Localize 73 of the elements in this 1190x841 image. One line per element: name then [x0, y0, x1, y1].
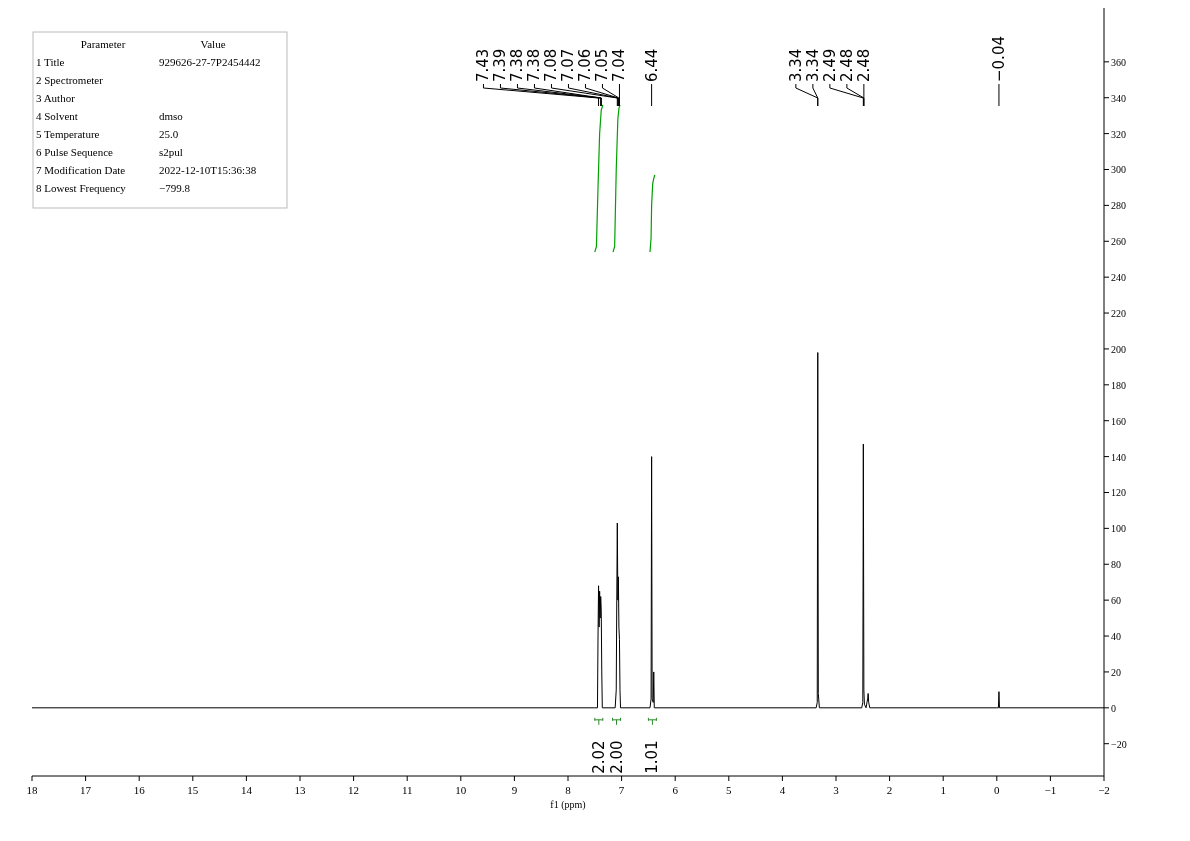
- annotation: 7.04: [610, 48, 629, 82]
- text: 4 Solvent dmso: [36, 110, 183, 122]
- text: 5 Temperature 25.0: [36, 128, 179, 140]
- y-tick-label: 100: [1111, 523, 1126, 535]
- annotation: 7.38: [508, 48, 527, 82]
- text: 1 Title 929626-27-7P2454442: [36, 56, 261, 68]
- y-tick-label: 60: [1111, 595, 1121, 607]
- x-tick-label: 16: [133, 784, 146, 796]
- annotation: 7.38: [525, 48, 544, 82]
- annotation: 1.01: [643, 740, 662, 774]
- x-tick-label: 3: [833, 784, 840, 796]
- annotation: 2.48: [837, 48, 856, 82]
- x-axis-title: f1 (ppm): [550, 799, 586, 811]
- annotation: 3.34: [803, 48, 822, 82]
- y-tick-label: 240: [1111, 272, 1126, 284]
- y-tick-label: 0: [1111, 702, 1116, 714]
- text: Parameter Value: [80, 38, 226, 50]
- x-tick-label: 14: [240, 784, 253, 796]
- y-tick-label: 80: [1111, 559, 1121, 571]
- y-tick-label: 160: [1111, 415, 1126, 427]
- x-tick-label: 12: [348, 784, 360, 796]
- x-tick-label: −2: [1098, 784, 1110, 796]
- y-tick-label: 200: [1111, 343, 1126, 355]
- x-tick-label: 10: [455, 784, 467, 796]
- x-tick-label: 0: [994, 784, 1001, 796]
- x-tick-label: 4: [779, 784, 786, 796]
- annotation: −0.04: [989, 36, 1008, 82]
- annotation: 2.02: [589, 740, 608, 774]
- y-tick-label: 280: [1111, 200, 1126, 212]
- x-tick-label: 13: [294, 784, 306, 796]
- x-tick-label: 11: [401, 784, 413, 796]
- line-series: [594, 104, 604, 253]
- y-tick-label: 20: [1111, 666, 1121, 678]
- x-tick-label: 17: [80, 784, 92, 796]
- annotation: 3 Author: [36, 92, 76, 104]
- annotation: 7.39: [491, 48, 510, 82]
- text: 6 Pulse Sequence s2pul: [36, 146, 183, 158]
- x-tick-label: 7: [618, 784, 625, 796]
- y-tick-label: 180: [1111, 379, 1126, 391]
- annotation: 2.48: [854, 48, 873, 82]
- y-tick-label: 300: [1111, 164, 1126, 176]
- text: 8 Lowest Frequency −799.8: [36, 182, 190, 194]
- annotation: 2.00: [607, 740, 626, 774]
- x-tick-label: 2: [886, 784, 893, 796]
- annotation: 7.06: [576, 48, 595, 82]
- y-tick-label: 320: [1111, 128, 1126, 140]
- y-tick-label: 40: [1111, 631, 1121, 643]
- x-tick-label: −1: [1044, 784, 1057, 796]
- annotation: 7.08: [542, 48, 561, 82]
- annotation: 6.44: [642, 48, 661, 82]
- x-tick-label: 1: [940, 784, 946, 796]
- y-tick-label: −20: [1111, 738, 1127, 750]
- annotation: 3.34: [786, 48, 805, 82]
- x-tick-label: 9: [511, 784, 518, 796]
- y-tick-label: 260: [1111, 236, 1126, 248]
- line-series: [649, 174, 656, 253]
- text: 7 Modification Date 2022-12-10T15:36:38: [36, 164, 257, 176]
- y-tick-label: 360: [1111, 56, 1126, 68]
- annotation: 2 Spectrometer: [36, 74, 104, 86]
- x-tick-label: 6: [672, 784, 679, 796]
- annotation: 7.07: [559, 48, 578, 82]
- y-tick-label: 120: [1111, 487, 1126, 499]
- annotation: 7.05: [593, 48, 612, 82]
- annotation: 2.49: [820, 48, 839, 82]
- x-tick-label: 18: [26, 784, 38, 796]
- x-tick-label: 15: [187, 784, 199, 796]
- line-series: [612, 104, 621, 253]
- y-tick-label: 220: [1111, 308, 1126, 320]
- x-tick-label: 8: [565, 784, 572, 796]
- x-tick-label: 5: [726, 784, 733, 796]
- annotation: 7.43: [474, 48, 493, 82]
- y-tick-label: 140: [1111, 451, 1126, 463]
- y-tick-label: 340: [1111, 92, 1126, 104]
